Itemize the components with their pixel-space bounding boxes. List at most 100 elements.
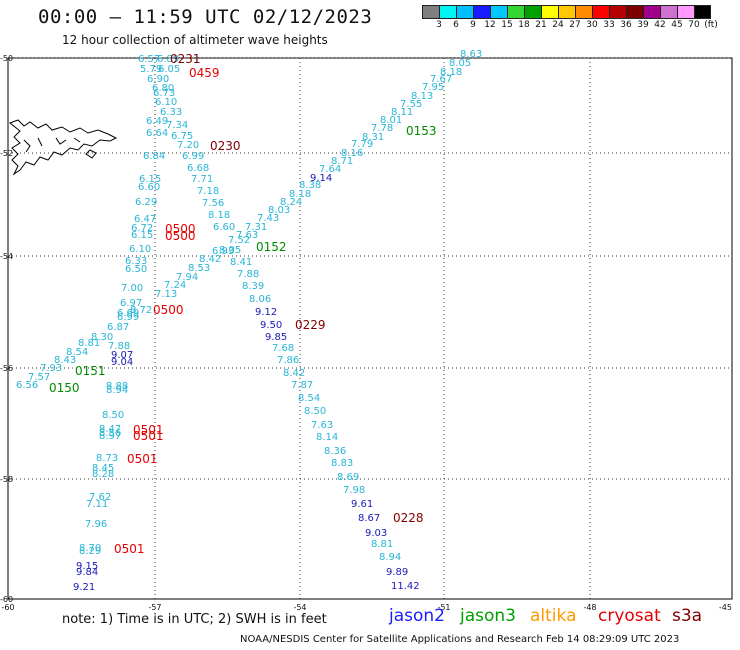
pass-time-label: 0501: [133, 423, 164, 437]
wave-height-value: 6.93: [212, 246, 234, 257]
map-frame: [7, 57, 733, 600]
wave-height-value: 8.39: [242, 281, 264, 292]
wave-height-value: 8.56: [99, 428, 121, 439]
wave-height-value: 8.50: [102, 410, 124, 421]
wave-height-value: 6.33: [160, 107, 182, 118]
falkland-islands: [9, 119, 118, 176]
color-scale-label: 39: [637, 20, 649, 30]
wave-height-value: 6.56: [16, 380, 38, 391]
wave-height-value: 8.06: [249, 294, 271, 305]
wave-height-value: 8.50: [304, 406, 326, 417]
wave-height-value: 8.73: [96, 453, 118, 464]
x-tick-label: -45: [719, 603, 732, 612]
wave-height-value: 7.20: [177, 140, 199, 151]
wave-height-value: 7.00: [121, 283, 143, 294]
altimeter-points: 8.638.058.187.677.958.137.558.118.017.78…: [16, 49, 482, 593]
wave-height-value: 8.42: [199, 254, 221, 265]
color-scale-swatch: [524, 5, 541, 19]
wave-height-value: 6.97: [120, 298, 142, 309]
color-scale-label: 70: [688, 20, 700, 30]
wave-height-value: 8.13: [411, 91, 433, 102]
color-scale-label: 15: [501, 20, 513, 30]
map-grid: [8, 57, 732, 599]
wave-height-value: 6.90: [147, 74, 169, 85]
color-scale-label: 3: [436, 20, 442, 30]
wave-height-value: 8.38: [299, 180, 321, 191]
wave-height-value: 7.95: [422, 82, 444, 93]
color-scale-label: 6: [453, 20, 459, 30]
y-tick-label: -52: [0, 149, 13, 158]
wave-height-value: 6.57: [138, 54, 160, 65]
color-scale-swatch: [643, 5, 660, 19]
wave-height-value: 9.50: [260, 320, 282, 331]
color-scale-labels: 3 6 9 12 15 18 21 24 27 30 33 36 39 42 45 70 (ft): [422, 19, 718, 31]
wave-height-value: 7.55: [400, 99, 422, 110]
wave-height-value: 6.10: [155, 97, 177, 108]
wave-height-value: 7.64: [319, 164, 341, 175]
pass-time-label: 0151: [75, 364, 106, 378]
color-scale-swatch: [558, 5, 575, 19]
wave-height-value: 7.93: [40, 363, 62, 374]
color-scale-label: 30: [586, 20, 598, 30]
wave-height-value: 7.78: [371, 123, 393, 134]
wave-height-value: 7.52: [228, 235, 250, 246]
legend-item-cryosat: cryosat: [598, 606, 661, 626]
wave-height-value: 8.18: [208, 210, 230, 221]
wave-height-value: 7.67: [430, 74, 452, 85]
wave-height-value: 8.70: [79, 543, 101, 554]
wave-height-value: 8.88: [106, 381, 128, 392]
pass-time-label: 0230: [210, 139, 241, 153]
wave-height-value: 6.05: [158, 64, 180, 75]
wave-height-value: 8.45: [92, 463, 114, 474]
wave-height-value: 7.87: [291, 380, 313, 391]
color-scale-swatch: [592, 5, 609, 19]
pass-time-label: 0459: [189, 66, 220, 80]
wave-height-value: 8.53: [188, 263, 210, 274]
wave-height-value: 8.72: [130, 305, 152, 316]
wave-height-value: 8.54: [298, 393, 320, 404]
wave-height-value: 6.89: [157, 54, 179, 65]
color-scale-swatch: [456, 5, 473, 19]
wave-height-value: 7.88: [237, 269, 259, 280]
y-tick-label: -56: [0, 364, 13, 373]
wave-height-value: 7.34: [166, 120, 188, 131]
wave-height-value: 8.36: [324, 446, 346, 457]
color-scale-label: (ft): [704, 20, 718, 30]
wave-height-value: 7.31: [245, 222, 267, 233]
wave-height-value: 8.63: [460, 49, 482, 60]
legend-item-altika: altika: [530, 606, 577, 626]
wave-height-value: 8.47: [99, 424, 121, 435]
color-scale-swatch: [626, 5, 643, 19]
pass-time-label: 0500: [165, 229, 196, 243]
y-axis-ticks: -50 -52 -54 -56 -58 -60: [0, 54, 13, 604]
page-subtitle: 12 hour collection of altimeter wave hei…: [62, 33, 328, 47]
wave-height-value: 8.28: [92, 469, 114, 480]
color-scale-label: 45: [671, 20, 683, 30]
wave-height-value: 8.81: [371, 539, 393, 550]
color-scale-label: 24: [552, 20, 564, 30]
wave-height-value: 8.67: [358, 513, 380, 524]
pass-time-label: 0500: [165, 222, 196, 236]
wave-height-value: 7.96: [85, 519, 107, 530]
wave-height-value: 6.60: [138, 182, 160, 193]
wave-height-value: 6.68: [187, 163, 209, 174]
wave-height-value: 9.85: [265, 332, 287, 343]
wave-height-value: 8.05: [219, 245, 241, 256]
wave-height-value: 8.41: [230, 257, 252, 268]
color-scale-label: 36: [620, 20, 632, 30]
wave-height-value: 8.14: [316, 432, 338, 443]
wave-height-value: 8.24: [280, 197, 302, 208]
color-scale-label: 12: [484, 20, 496, 30]
pass-time-label: 0228: [393, 511, 424, 525]
color-scale-swatch: [677, 5, 694, 19]
color-scale-swatch: [575, 5, 592, 19]
wave-height-value: 6.10: [129, 244, 151, 255]
wave-height-value: 6.80: [152, 83, 174, 94]
wave-height-value: 8.11: [391, 107, 413, 118]
wave-height-value: 8.83: [331, 458, 353, 469]
pass-time-label: 0153: [406, 124, 437, 138]
pass-time-label: 0501: [133, 429, 164, 443]
wave-height-value: 8.71: [331, 156, 353, 167]
color-scale: 3 6 9 12 15 18 21 24 27 30 33 36 39 42 45 70 (ft): [422, 5, 718, 31]
